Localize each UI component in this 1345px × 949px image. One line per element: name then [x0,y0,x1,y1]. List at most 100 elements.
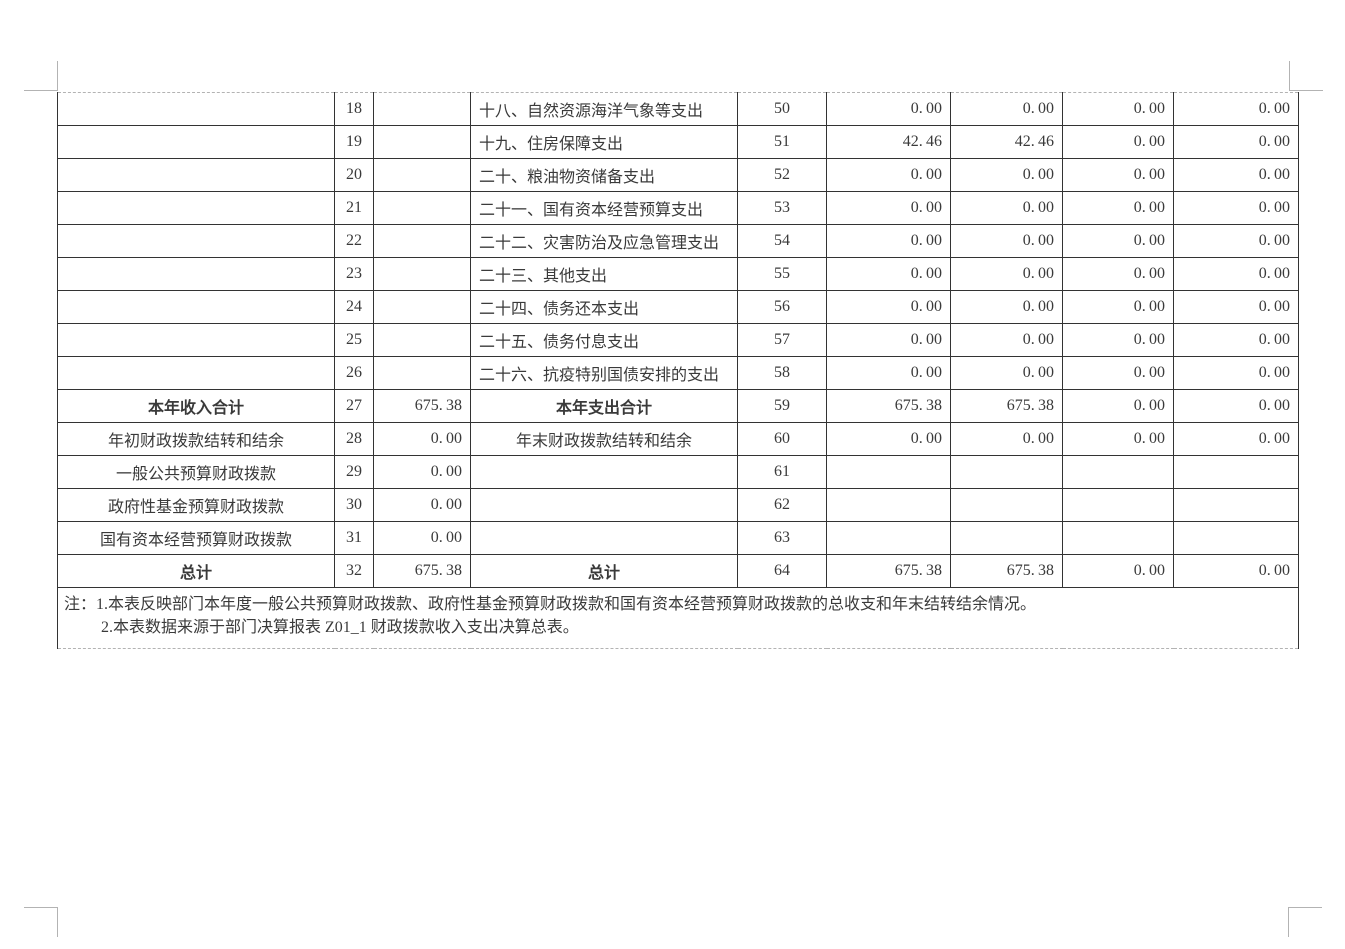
amount-col-2: 0. 00 [950,422,1063,456]
amount-col-3 [1062,521,1174,555]
left-amount [373,191,471,225]
amount-col-4: 0. 00 [1173,290,1299,324]
line-number-right: 62 [737,488,827,522]
amount-col-3: 0. 00 [1062,290,1174,324]
line-number-right: 59 [737,389,827,423]
table-row: 26 二十六、抗疫特别国债安排的支出 58 0. 00 0. 00 0. 00 0. 00 [57,356,1299,390]
left-amount: 675. 38 [373,389,471,423]
amount-col-2: 0. 00 [950,224,1063,258]
row-label [57,356,335,390]
amount-col-2: 0. 00 [950,323,1063,357]
amount-col-1: 0. 00 [826,257,951,291]
amount-col-3: 0. 00 [1062,422,1174,456]
line-number-left: 21 [334,191,374,225]
left-amount: 0. 00 [373,521,471,555]
amount-col-1 [826,488,951,522]
left-amount [373,323,471,357]
table-row: 政府性基金预算财政拨款 30 0. 00 62 [57,488,1299,522]
line-number-left: 32 [334,554,374,588]
row-label [57,125,335,159]
amount-col-4: 0. 00 [1173,224,1299,258]
table-row: 本年收入合计 27 675. 38 本年支出合计 59 675. 38 675. 38 0. … [57,389,1299,423]
amount-col-2: 675. 38 [950,389,1063,423]
table-row: 一般公共预算财政拨款 29 0. 00 61 [57,455,1299,489]
line-number-left: 23 [334,257,374,291]
amount-col-4 [1173,521,1299,555]
amount-col-3: 0. 00 [1062,257,1174,291]
amount-col-3: 0. 00 [1062,224,1174,258]
row-label: 政府性基金预算财政拨款 [57,488,335,522]
line-number-right: 55 [737,257,827,291]
category-label: 二十六、抗疫特别国债安排的支出 [470,356,738,390]
amount-col-1: 0. 00 [826,323,951,357]
amount-col-2: 0. 00 [950,290,1063,324]
category-label: 总计 [470,554,738,588]
line-number-right: 61 [737,455,827,489]
table-row: 23 二十三、其他支出 55 0. 00 0. 00 0. 00 0. 00 [57,257,1299,291]
footnote-line-2: 2.本表数据来源于部门决算报表 Z01_1 财政拨款收入支出决算总表。 [101,619,579,636]
amount-col-1 [826,455,951,489]
category-label: 二十五、债务付息支出 [470,323,738,357]
amount-col-4: 0. 00 [1173,422,1299,456]
amount-col-4: 0. 00 [1173,554,1299,588]
amount-col-3: 0. 00 [1062,125,1174,159]
row-label [57,191,335,225]
table-row: 21 二十一、国有资本经营预算支出 53 0. 00 0. 00 0. 00 0. 00 [57,191,1299,225]
left-amount [373,290,471,324]
table-row: 年初财政拨款结转和结余 28 0. 00 年末财政拨款结转和结余 60 0. 00 0. 0… [57,422,1299,456]
left-amount [373,158,471,192]
line-number-left: 28 [334,422,374,456]
page-corner-mark-top-left [24,61,58,91]
row-label [57,158,335,192]
amount-col-2: 42. 46 [950,125,1063,159]
row-label: 本年收入合计 [57,389,335,423]
left-amount [373,92,471,126]
line-number-left: 25 [334,323,374,357]
table-row: 国有资本经营预算财政拨款 31 0. 00 63 [57,521,1299,555]
category-label: 二十二、灾害防治及应急管理支出 [470,224,738,258]
line-number-right: 63 [737,521,827,555]
line-number-left: 27 [334,389,374,423]
amount-col-1: 0. 00 [826,92,951,126]
table-row: 25 二十五、债务付息支出 57 0. 00 0. 00 0. 00 0. 00 [57,323,1299,357]
line-number-left: 29 [334,455,374,489]
footnote-line-1: 注：1.本表反映部门本年度一般公共预算财政拨款、政府性基金预算财政拨款和国有资本… [64,596,1037,613]
amount-col-2: 675. 38 [950,554,1063,588]
category-label: 本年支出合计 [470,389,738,423]
amount-col-4: 0. 00 [1173,92,1299,126]
line-number-right: 54 [737,224,827,258]
amount-col-3: 0. 00 [1062,323,1174,357]
amount-col-3: 0. 00 [1062,389,1174,423]
amount-col-2: 0. 00 [950,158,1063,192]
line-number-left: 18 [334,92,374,126]
amount-col-2 [950,521,1063,555]
page-corner-mark-bottom-left [24,907,58,937]
row-label: 一般公共预算财政拨款 [57,455,335,489]
amount-col-4: 0. 00 [1173,125,1299,159]
amount-col-4: 0. 00 [1173,323,1299,357]
amount-col-3 [1062,455,1174,489]
amount-col-2 [950,488,1063,522]
line-number-left: 26 [334,356,374,390]
line-number-right: 57 [737,323,827,357]
page-corner-mark-top-right [1289,61,1323,91]
amount-col-1: 0. 00 [826,224,951,258]
line-number-left: 20 [334,158,374,192]
left-amount [373,125,471,159]
row-label [57,323,335,357]
table-row: 18 十八、自然资源海洋气象等支出 50 0. 00 0. 00 0. 00 0. 00 [57,92,1299,126]
category-label [470,488,738,522]
amount-col-1: 42. 46 [826,125,951,159]
amount-col-1: 675. 38 [826,389,951,423]
amount-col-3: 0. 00 [1062,92,1174,126]
line-number-right: 56 [737,290,827,324]
line-number-left: 22 [334,224,374,258]
line-number-left: 19 [334,125,374,159]
amount-col-1: 0. 00 [826,290,951,324]
amount-col-3: 0. 00 [1062,191,1174,225]
category-label: 二十四、债务还本支出 [470,290,738,324]
category-label: 年末财政拨款结转和结余 [470,422,738,456]
table-body: 18 十八、自然资源海洋气象等支出 50 0. 00 0. 00 0. 00 0. 00 19… [57,92,1299,588]
amount-col-1: 675. 38 [826,554,951,588]
amount-col-3: 0. 00 [1062,554,1174,588]
